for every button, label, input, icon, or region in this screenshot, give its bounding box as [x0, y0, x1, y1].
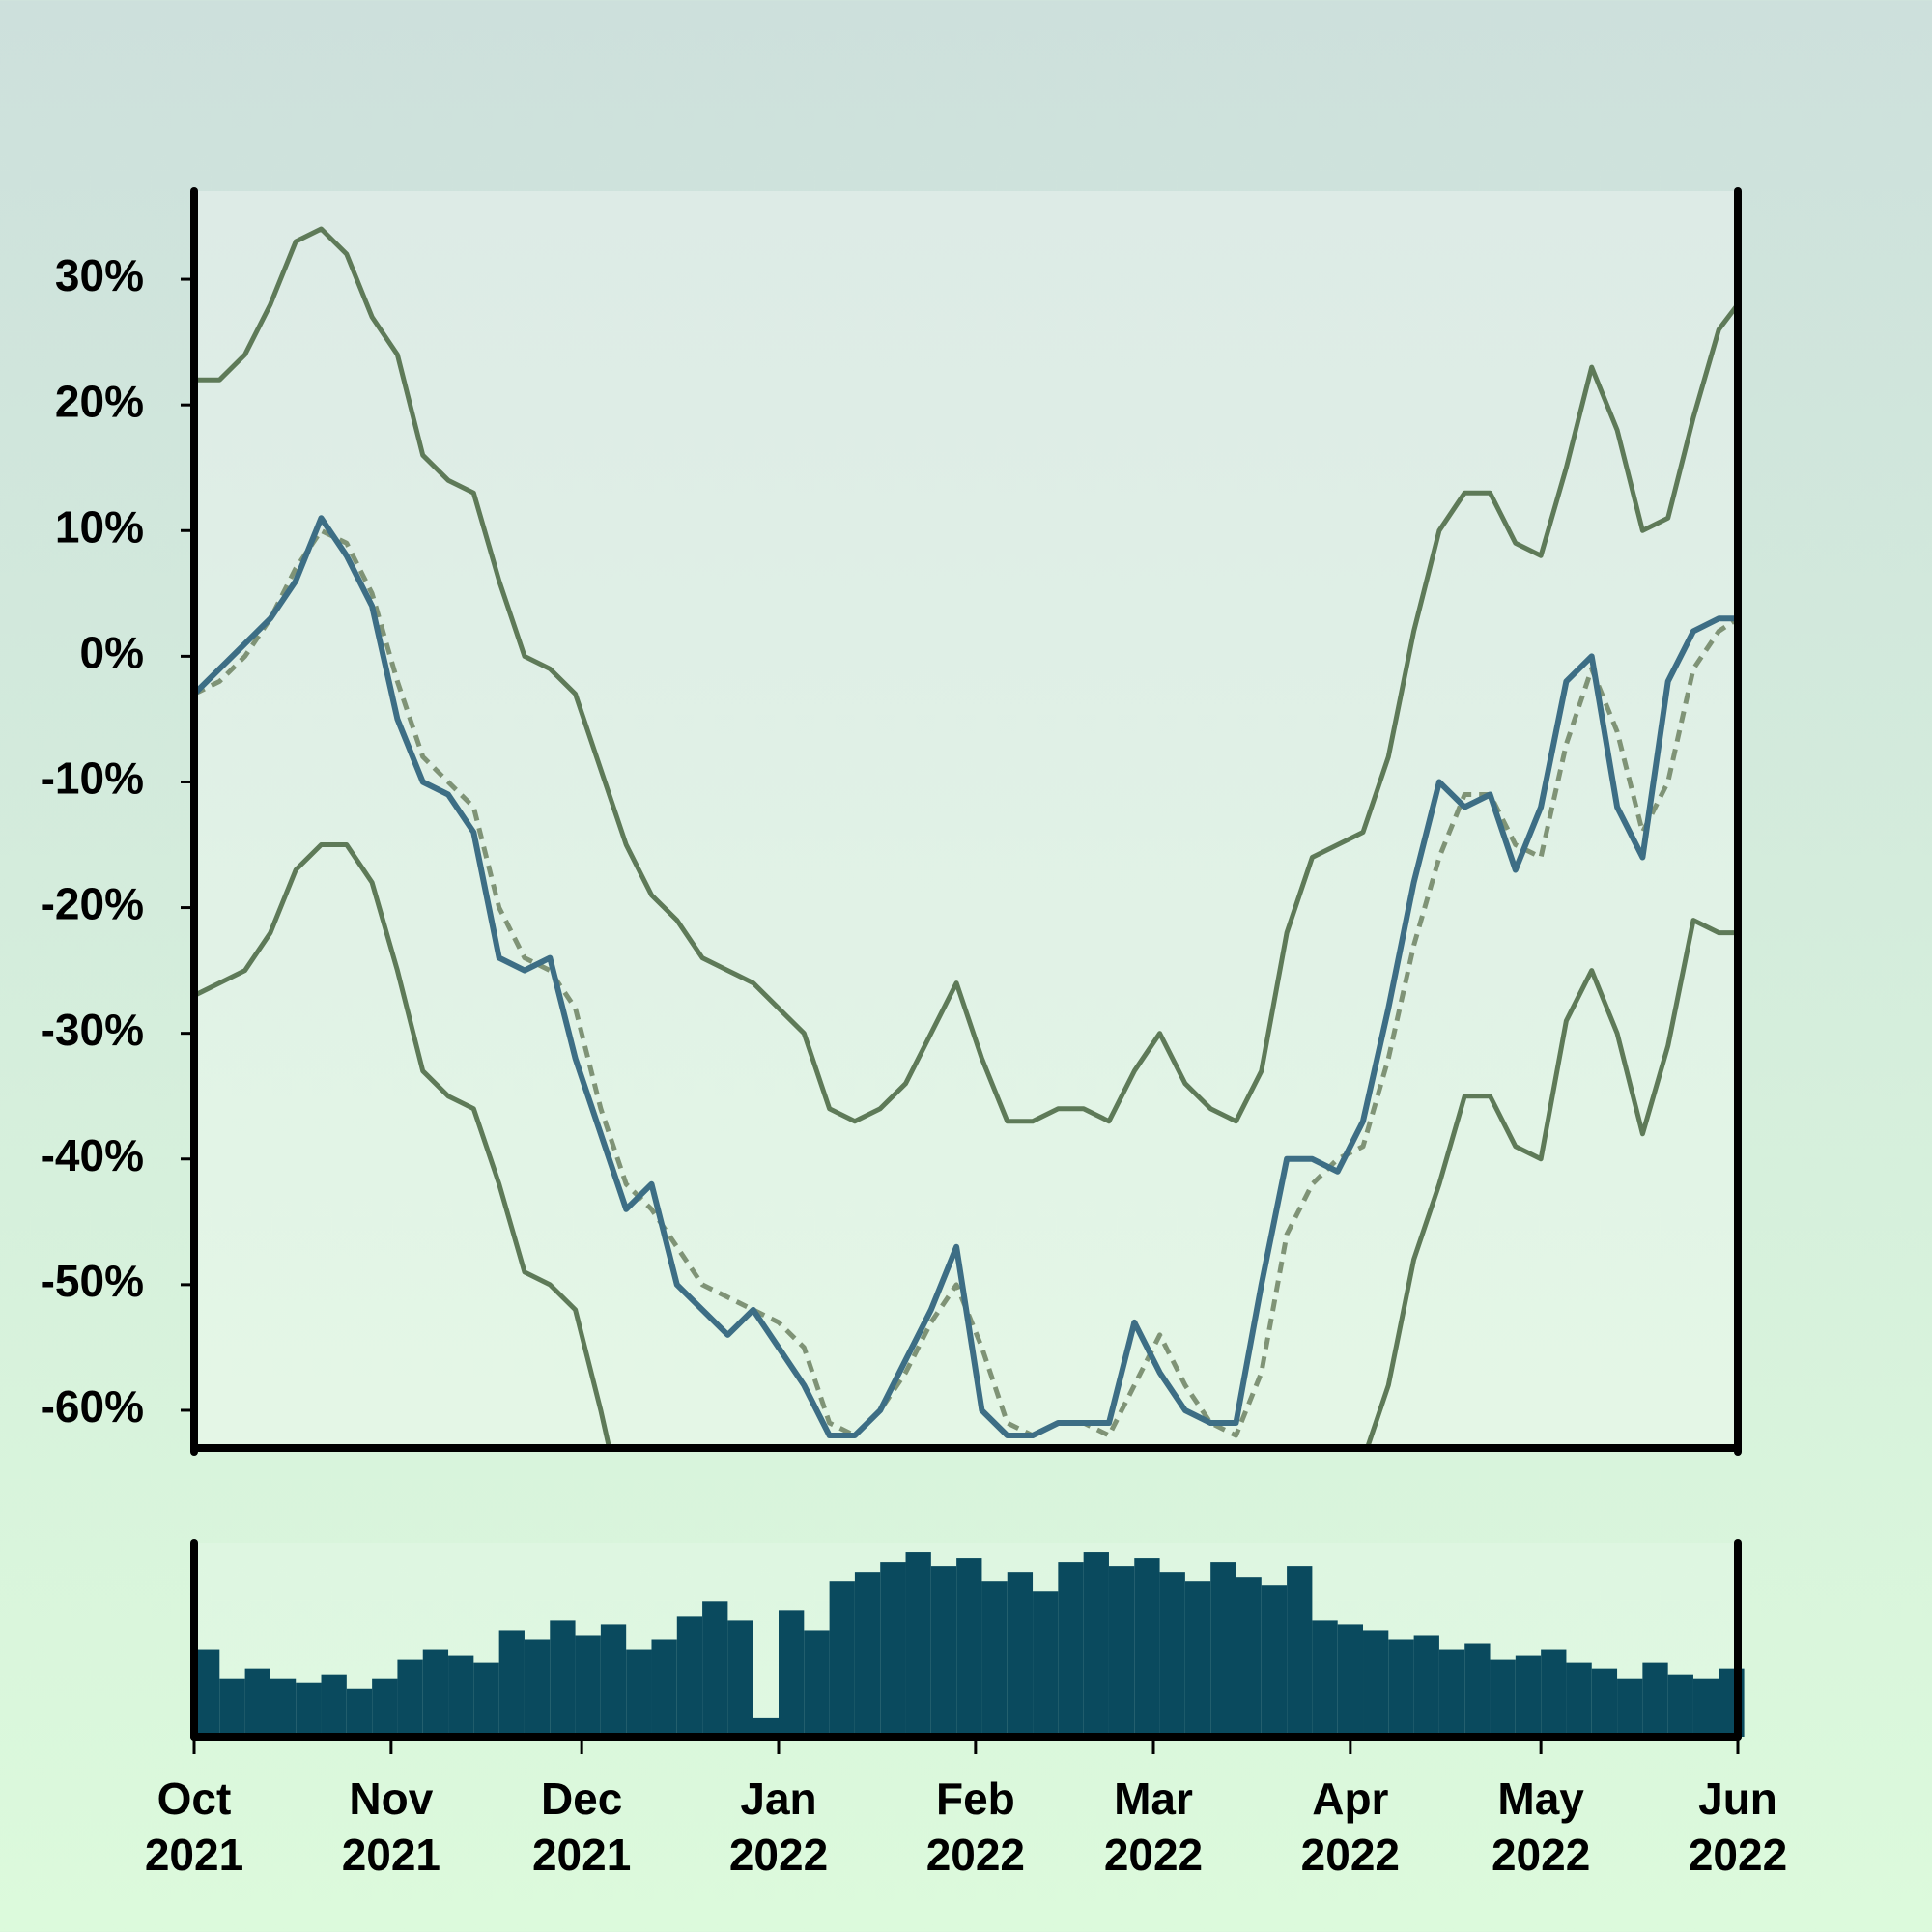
lines: [194, 226, 1738, 1448]
volume-bar: [422, 1649, 449, 1737]
series-line: [194, 842, 1738, 1448]
volume-bar: [1464, 1643, 1491, 1737]
volume-bar: [1388, 1639, 1414, 1737]
volume-bar: [296, 1682, 322, 1737]
volume-bar: [1033, 1591, 1059, 1737]
volume-bar: [1287, 1566, 1313, 1737]
series-line: [194, 515, 1738, 1438]
y-tick-label: -30%: [41, 1005, 144, 1055]
volume-bar: [1083, 1552, 1109, 1737]
y-tick-label: 20%: [55, 376, 144, 426]
x-tick-label: Dec 2021: [532, 1774, 631, 1880]
volume-bar: [1566, 1662, 1592, 1737]
volume-bar: [600, 1624, 627, 1737]
volume-bar: [727, 1620, 753, 1737]
volume-bar: [1541, 1649, 1567, 1737]
volume-bar: [1591, 1668, 1618, 1737]
volume-bar: [194, 1649, 220, 1737]
volume-bar: [372, 1678, 398, 1737]
volume-bar: [702, 1601, 728, 1737]
series-line: [194, 226, 1738, 1124]
volume-bar: [804, 1630, 830, 1737]
volume-bar: [1210, 1562, 1236, 1737]
volume-bar: [1692, 1678, 1719, 1737]
x-tick-label: Mar 2022: [1104, 1774, 1203, 1880]
y-tick-label: -40%: [41, 1130, 144, 1180]
volume-bar: [1667, 1674, 1693, 1737]
x-tick-label: Apr 2022: [1301, 1774, 1400, 1880]
volume-bar: [397, 1659, 423, 1737]
volume-bar: [1058, 1562, 1084, 1737]
volume-bar: [854, 1572, 881, 1737]
y-tick-label: -10%: [41, 753, 144, 804]
volume-bar: [651, 1639, 677, 1737]
volume-bar: [524, 1639, 551, 1737]
volume-bar: [930, 1566, 957, 1737]
volume-bar: [905, 1552, 931, 1737]
x-tick-label: Nov 2021: [342, 1774, 440, 1880]
x-tick-label: May 2022: [1492, 1774, 1590, 1880]
volume-bar: [448, 1655, 474, 1737]
volume-bar: [1007, 1572, 1034, 1737]
volume-bar: [1184, 1581, 1211, 1737]
volume-bar: [1236, 1577, 1262, 1737]
x-tick-label: Oct 2021: [145, 1774, 243, 1880]
y-tick-label: 30%: [55, 250, 144, 300]
volume-bar: [346, 1688, 373, 1737]
y-tick-label: -60%: [41, 1381, 144, 1432]
volume-bar: [1617, 1678, 1643, 1737]
plot-area: [194, 191, 1738, 1448]
volume-bar: [219, 1678, 245, 1737]
volume-bar: [1261, 1585, 1288, 1737]
volume-bar: [829, 1581, 855, 1737]
volume-bar: [244, 1668, 270, 1737]
volume-bar: [1159, 1572, 1185, 1737]
volume-bar: [550, 1620, 576, 1737]
y-tick-label: -50%: [41, 1256, 144, 1306]
x-tick-label: Feb 2022: [926, 1774, 1025, 1880]
volume-bar: [1337, 1624, 1364, 1737]
volume-bar: [1490, 1659, 1516, 1737]
volume-bar: [779, 1610, 805, 1737]
volume-bar: [1312, 1620, 1338, 1737]
volume-bar: [753, 1717, 780, 1737]
volume-bar: [1108, 1566, 1135, 1737]
volume-bar: [1642, 1662, 1668, 1737]
volume-bar: [626, 1649, 652, 1737]
volume-bar: [498, 1630, 525, 1737]
volume-bar: [956, 1558, 982, 1737]
volume-bar: [1134, 1558, 1160, 1737]
volume-bar: [676, 1616, 703, 1737]
y-tick-label: 0%: [80, 628, 144, 678]
volume-bar: [321, 1674, 347, 1737]
x-tick-label: Jan 2022: [729, 1774, 828, 1880]
volume-bar: [1363, 1630, 1389, 1737]
volume-bar: [1438, 1649, 1465, 1737]
volume-bar: [575, 1635, 601, 1737]
volume-bar: [270, 1678, 297, 1737]
y-tick-label: 10%: [55, 501, 144, 552]
x-tick-label: Jun 2022: [1689, 1774, 1787, 1880]
volume-bar: [981, 1581, 1008, 1737]
y-tick-label: -20%: [41, 879, 144, 929]
volume-bar: [473, 1662, 499, 1737]
volume-bar: [1413, 1635, 1439, 1737]
volume-bar: [880, 1562, 906, 1737]
volume-bar: [1515, 1655, 1542, 1737]
